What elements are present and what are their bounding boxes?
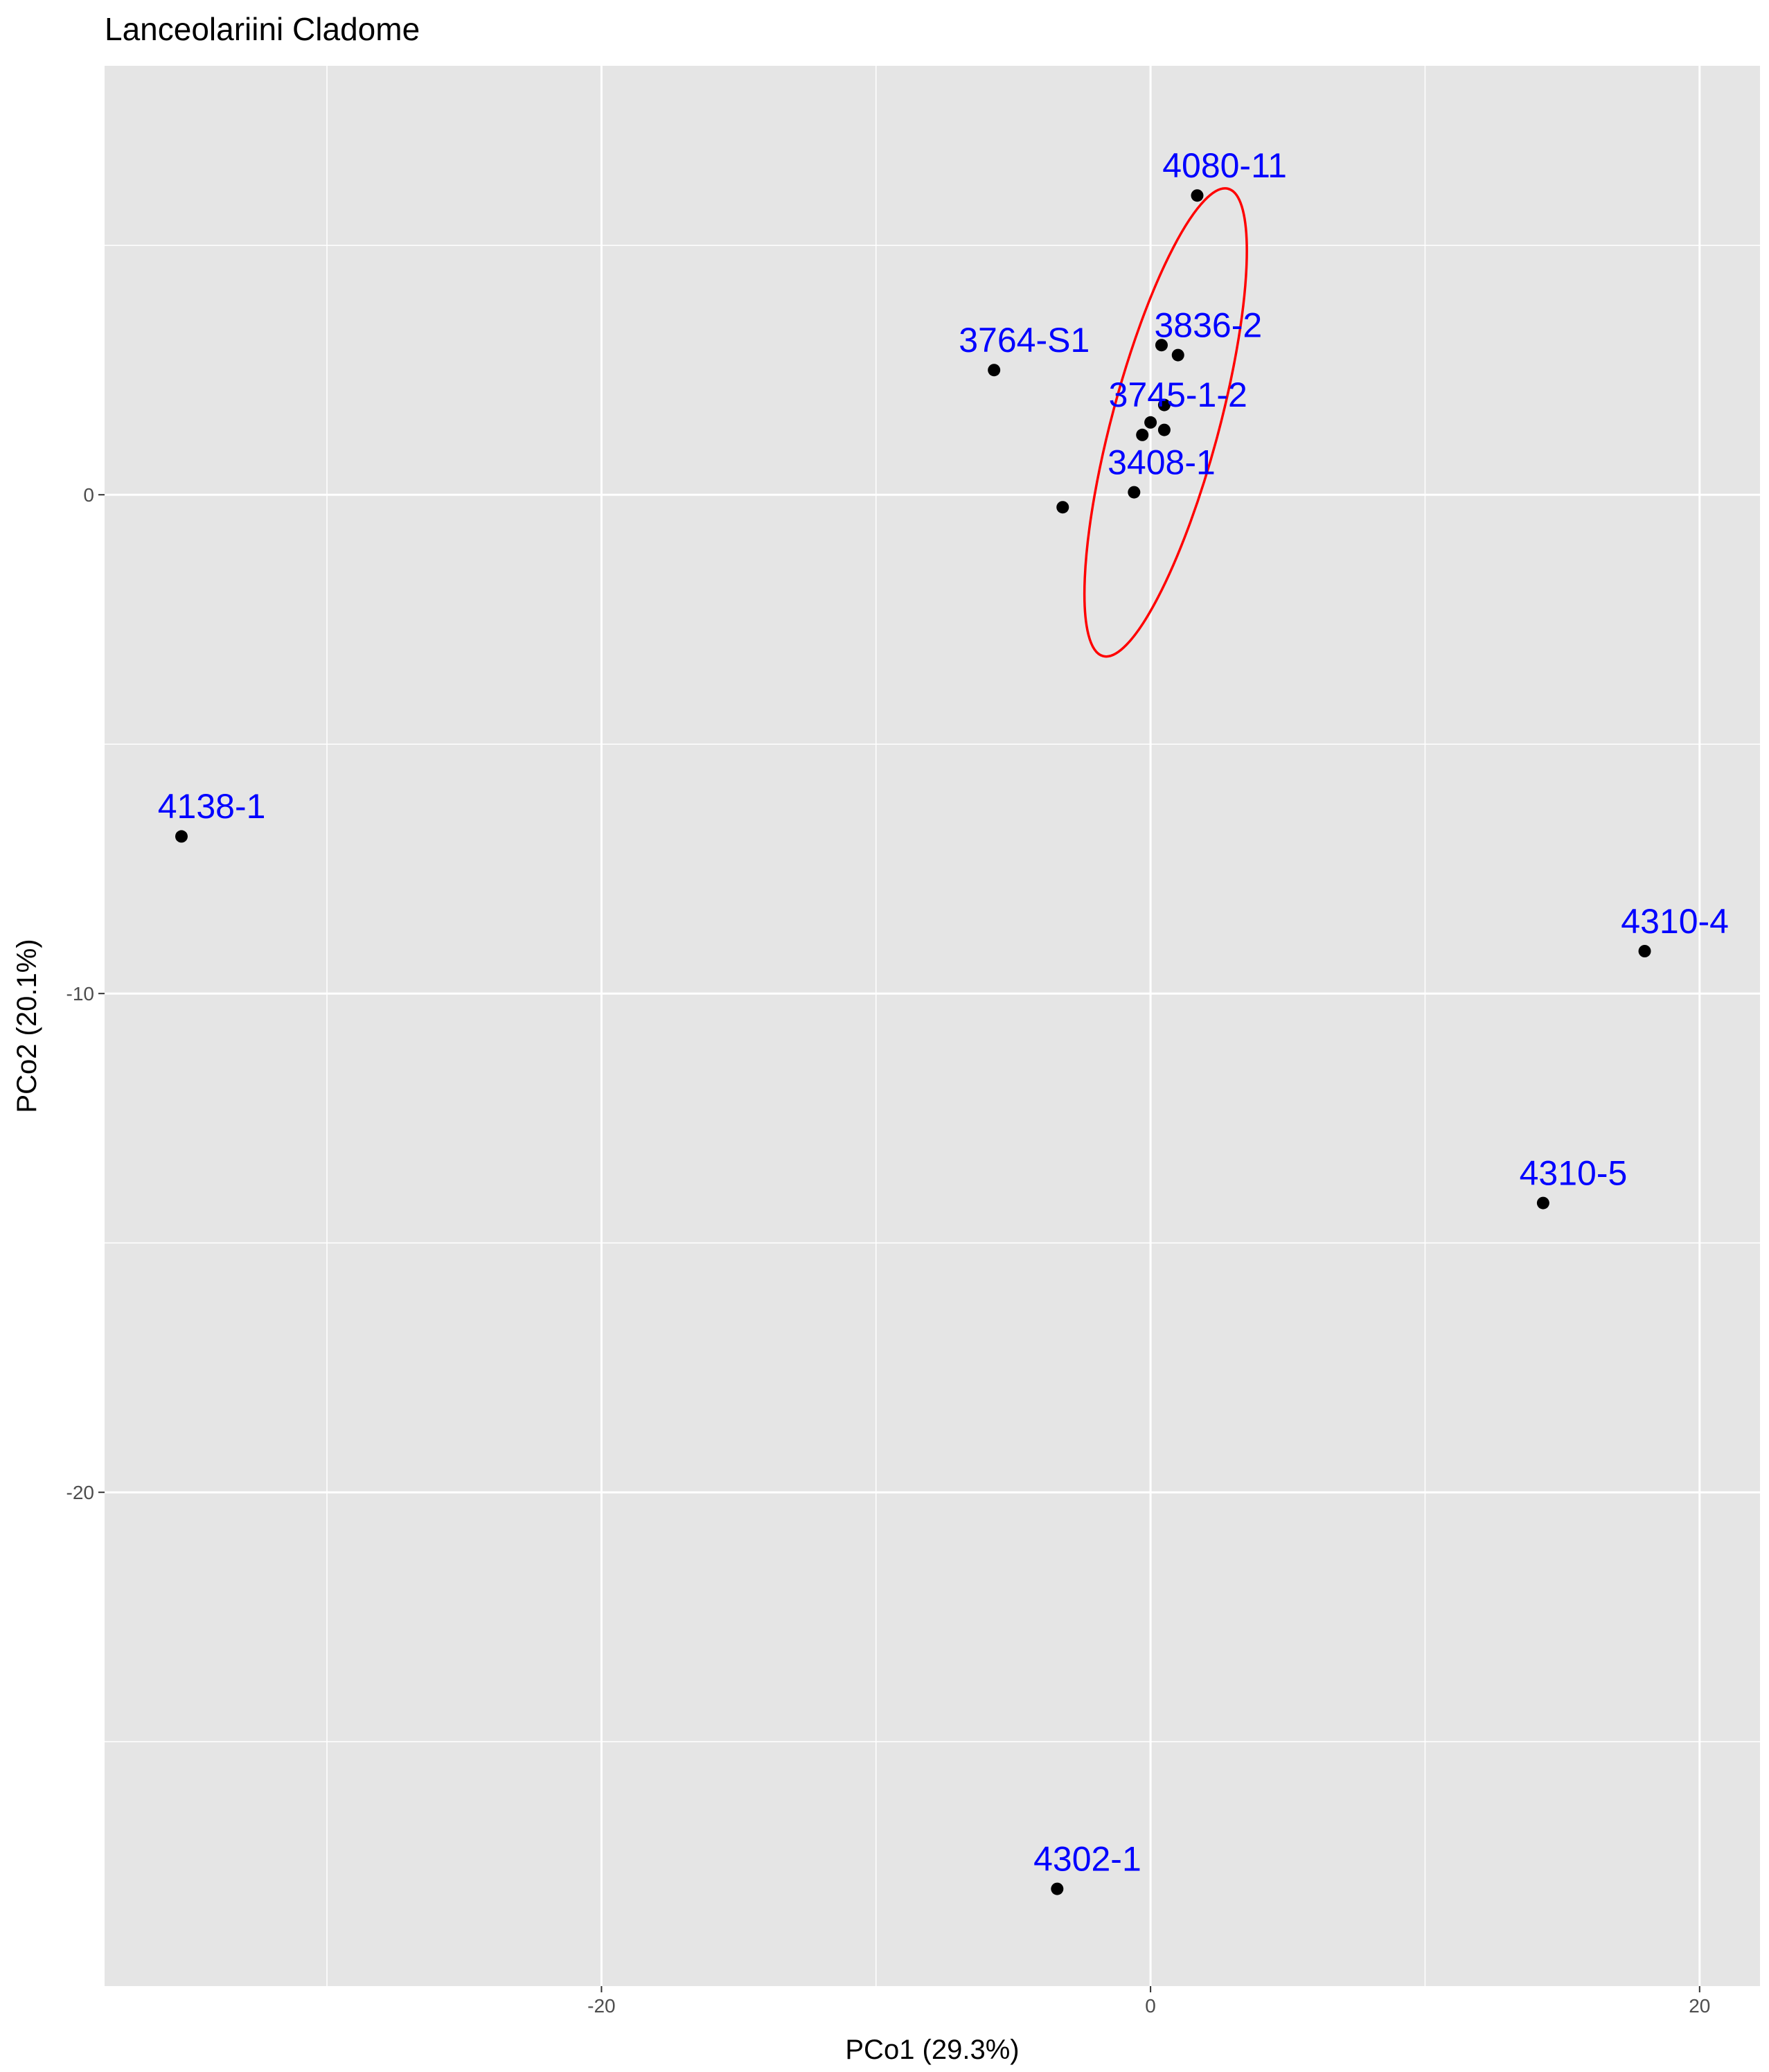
x-axis-ticks: -20 0 20	[587, 1986, 1710, 2017]
x-tick-label: 0	[1145, 1995, 1156, 2017]
grid-lines	[105, 66, 1760, 1986]
x-tick-label: 20	[1689, 1995, 1710, 2017]
data-point	[1191, 189, 1204, 202]
confidence-ellipse	[1083, 187, 1248, 658]
point-label: 4138-1	[158, 787, 266, 826]
point-label: 4302-1	[1033, 1839, 1141, 1878]
data-point	[1638, 945, 1651, 957]
data-point	[1056, 501, 1069, 514]
point-label: 3764-S1	[959, 321, 1090, 360]
point-label: 4310-4	[1621, 902, 1729, 941]
data-points	[175, 189, 1651, 1895]
x-tick-label: -20	[587, 1995, 615, 2017]
data-point	[988, 364, 1001, 377]
data-point	[1171, 348, 1184, 362]
y-axis-ticks: 0 -10 -20	[66, 484, 105, 1503]
data-point	[1157, 423, 1171, 436]
point-label: 4310-5	[1520, 1153, 1628, 1192]
y-tick-label: -20	[66, 1482, 94, 1503]
data-point	[1051, 1882, 1064, 1895]
data-point	[175, 830, 188, 843]
y-tick-label: -10	[66, 983, 94, 1004]
data-point	[1536, 1196, 1549, 1210]
point-label: 3408-1	[1108, 443, 1216, 481]
point-labels: 4080-11 3764-S1 3836-2 3745-1-2 3408-1 4138-1…	[158, 146, 1729, 1878]
y-tick-label: 0	[83, 484, 94, 506]
data-point	[1128, 486, 1141, 499]
plot-panel	[105, 66, 1760, 1986]
data-point	[1155, 339, 1168, 352]
data-point	[1144, 416, 1157, 429]
point-label: 4080-11	[1162, 146, 1287, 185]
chart-title: Lanceolariini Cladome	[105, 11, 420, 47]
point-label: 3836-2	[1154, 306, 1262, 344]
point-label: 3745-1-2	[1109, 375, 1247, 414]
data-point	[1136, 428, 1149, 441]
data-point	[1157, 398, 1171, 411]
y-axis-title: PCo2 (20.1%)	[12, 939, 42, 1113]
x-axis-title: PCo1 (29.3%)	[845, 2035, 1019, 2065]
